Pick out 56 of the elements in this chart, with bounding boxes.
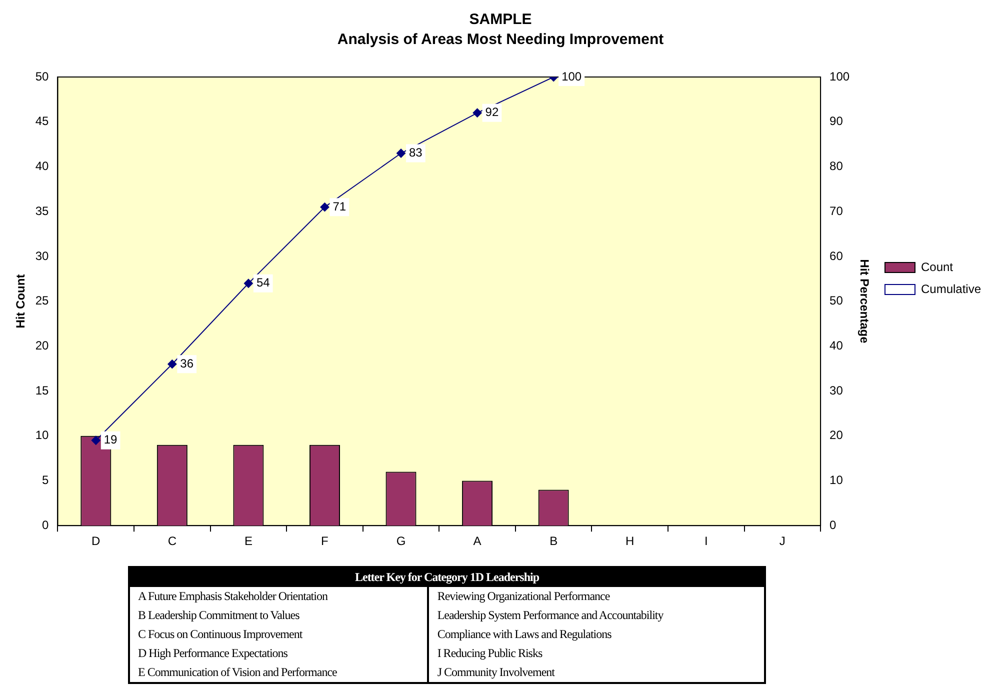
y-tick-label: 35 bbox=[35, 204, 50, 218]
x-tick-label: F bbox=[321, 534, 328, 548]
x-tick-label: H bbox=[626, 534, 634, 548]
x-tick-label: G bbox=[396, 534, 406, 548]
data-label: 83 bbox=[409, 146, 423, 160]
y2-tick-label: 100 bbox=[830, 69, 850, 84]
y2-tick-label: 70 bbox=[830, 204, 844, 218]
y-tick-label: 50 bbox=[35, 69, 50, 84]
chart-title: SAMPLE bbox=[469, 11, 532, 28]
x-tick-label: E bbox=[244, 534, 252, 548]
text: I Reducing Public Risks bbox=[428, 644, 765, 663]
text: D High Performance Expectations bbox=[137, 645, 288, 662]
y2-tick-label: 50 bbox=[830, 294, 844, 308]
data-label: 36 bbox=[180, 356, 194, 370]
text: C Focus on Continuous Improvement bbox=[137, 626, 304, 643]
data-label: 100 bbox=[562, 69, 582, 84]
text: Reviewing Organizational Performance bbox=[428, 587, 765, 606]
text: A Future Emphasis Stakeholder Orientation bbox=[137, 588, 329, 605]
data-label: 19 bbox=[104, 432, 118, 447]
legend-label: Count bbox=[920, 260, 954, 274]
x-tick-label: A bbox=[473, 534, 482, 548]
y-tick-label: 15 bbox=[35, 383, 50, 398]
y2-tick-label: 80 bbox=[830, 159, 844, 174]
y2-tick-label: 60 bbox=[830, 248, 844, 263]
y-tick-label: 20 bbox=[35, 338, 50, 352]
text: Leadership System Performance and Accountability bbox=[428, 606, 765, 625]
x-tick-label: B bbox=[550, 534, 558, 548]
y2-tick-label: 20 bbox=[830, 428, 844, 442]
y-tick-label: 40 bbox=[35, 159, 50, 174]
y-tick-label: 45 bbox=[35, 114, 50, 128]
y2-tick-label: 30 bbox=[830, 383, 844, 398]
legend-label: Cumulative bbox=[920, 282, 982, 296]
y2-tick-label: 10 bbox=[830, 473, 844, 488]
x-tick-label: C bbox=[168, 534, 177, 548]
text: Compliance with Laws and Regulations bbox=[428, 625, 765, 644]
y-axis-title: Hit Count bbox=[14, 274, 28, 328]
y-tick-label: 30 bbox=[35, 248, 50, 263]
chart-subtitle: Analysis of Areas Most Needing Improvement bbox=[337, 31, 664, 48]
text: E Communication of Vision and Performance bbox=[137, 664, 338, 681]
y2-axis-title: Hit Percentage bbox=[857, 259, 872, 344]
data-label: 54 bbox=[256, 276, 270, 290]
y2-tick-label: 40 bbox=[830, 338, 844, 352]
y-tick-label: 10 bbox=[35, 428, 50, 442]
text: Letter Key for Category 1D Leadership bbox=[129, 567, 765, 587]
x-tick-label: J bbox=[779, 534, 786, 548]
y-tick-label: 25 bbox=[35, 294, 50, 308]
text: B Leadership Commitment to Values bbox=[137, 607, 300, 624]
x-tick-label: I bbox=[704, 534, 708, 548]
data-label: 92 bbox=[485, 105, 499, 120]
y-tick-label: 0 bbox=[42, 518, 50, 532]
y2-tick-label: 90 bbox=[830, 114, 844, 128]
y-tick-label: 5 bbox=[42, 473, 50, 488]
text: J Community Involvement bbox=[428, 663, 765, 683]
y2-tick-label: 0 bbox=[830, 518, 837, 532]
data-label: 71 bbox=[332, 199, 346, 214]
x-tick-label: D bbox=[92, 534, 101, 548]
